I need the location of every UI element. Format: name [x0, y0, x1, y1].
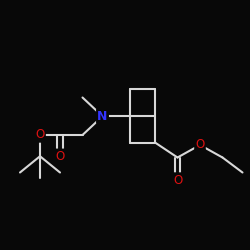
Text: O: O: [196, 138, 204, 151]
Text: O: O: [56, 150, 64, 163]
Text: O: O: [173, 174, 182, 186]
Text: N: N: [97, 110, 108, 123]
Text: O: O: [36, 128, 44, 141]
